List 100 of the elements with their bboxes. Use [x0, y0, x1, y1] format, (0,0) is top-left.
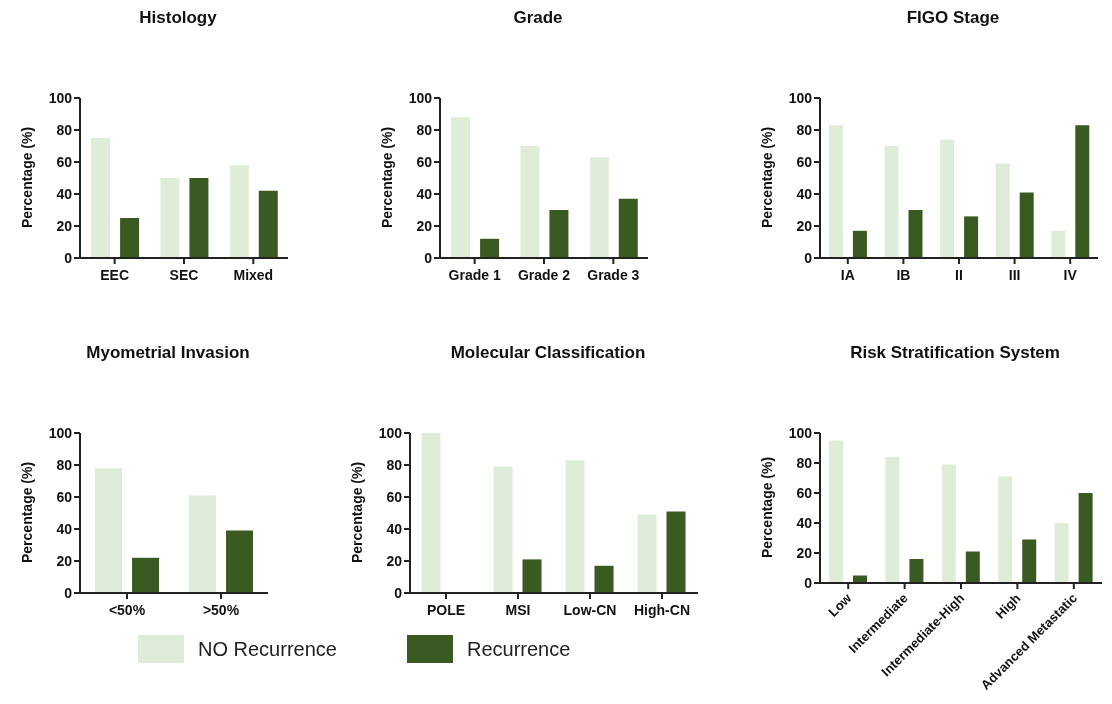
bar: [637, 514, 657, 593]
y-tick-label: 20: [56, 217, 73, 234]
bar: [229, 165, 249, 258]
bar: [1022, 539, 1037, 583]
y-tick-label: 20: [796, 544, 813, 561]
y-tick-label: 40: [386, 520, 403, 537]
chart-title: Histology: [138, 8, 218, 29]
y-tick-label: 40: [796, 514, 813, 531]
bar: [421, 433, 441, 593]
bar: [998, 476, 1013, 583]
x-tick-label: MSI: [505, 602, 531, 618]
y-tick-label: 0: [394, 584, 403, 601]
bar: [589, 157, 609, 258]
x-tick-label: IV: [1063, 267, 1078, 283]
y-tick-label: 40: [56, 520, 73, 537]
bar: [908, 210, 923, 258]
y-tick-label: 100: [378, 424, 403, 441]
x-tick-label: III: [1008, 267, 1021, 283]
x-tick-label: IB: [896, 267, 911, 283]
y-tick-label: 100: [408, 89, 433, 106]
y-tick-label: 20: [796, 217, 813, 234]
y-tick-label: 60: [416, 153, 433, 170]
y-tick-label: 60: [56, 153, 73, 170]
bar: [120, 218, 140, 258]
y-tick-label: 0: [804, 249, 813, 266]
y-tick-label: 100: [788, 424, 813, 441]
bar: [565, 460, 585, 593]
bar: [884, 146, 899, 258]
y-tick-label: 40: [796, 185, 813, 202]
bar: [852, 230, 867, 258]
y-tick-label: 80: [796, 454, 813, 471]
bar: [618, 198, 638, 258]
x-tick-label: Mixed: [233, 267, 274, 283]
bar: [885, 457, 900, 583]
legend-label: Recurrence: [466, 637, 571, 661]
y-axis-title: Percentage (%): [758, 126, 775, 228]
bar: [451, 117, 471, 258]
bar: [829, 440, 844, 583]
y-tick-label: 60: [796, 153, 813, 170]
bar: [549, 210, 569, 258]
chart-title: Grade: [512, 8, 564, 29]
y-tick-label: 0: [64, 249, 73, 266]
y-tick-label: 20: [56, 552, 73, 569]
bar: [941, 464, 956, 583]
y-tick-label: 60: [56, 488, 73, 505]
x-tick-label: >50%: [202, 602, 240, 618]
chart-title: FIGO Stage: [905, 8, 1001, 29]
y-tick-label: 40: [56, 185, 73, 202]
y-tick-label: 0: [804, 574, 813, 591]
bar: [995, 163, 1010, 258]
bar: [189, 495, 217, 593]
y-axis-title: Percentage (%): [758, 456, 775, 558]
bar: [940, 139, 955, 258]
y-tick-label: 60: [386, 488, 403, 505]
chart-title: Molecular Classification: [449, 343, 647, 364]
y-tick-label: 80: [796, 121, 813, 138]
y-axis-title: Percentage (%): [348, 461, 365, 563]
bar: [666, 511, 686, 593]
y-tick-label: 0: [424, 249, 433, 266]
bar: [189, 178, 209, 258]
y-tick-label: 100: [788, 89, 813, 106]
x-tick-label: II: [955, 267, 963, 283]
x-tick-label: Grade 2: [517, 267, 571, 283]
bar: [594, 565, 614, 593]
bar: [226, 530, 254, 593]
bar: [1019, 192, 1034, 258]
bar: [828, 125, 843, 258]
bar: [1054, 523, 1069, 583]
x-tick-label: Grade 3: [587, 267, 640, 283]
y-tick-label: 80: [56, 456, 73, 473]
x-tick-label: EEC: [100, 267, 130, 283]
bar: [95, 468, 123, 593]
bar: [1051, 230, 1066, 258]
x-tick-label: <50%: [108, 602, 146, 618]
x-tick-label: IA: [840, 267, 855, 283]
x-tick-label: High-CN: [634, 602, 690, 618]
y-tick-label: 20: [386, 552, 403, 569]
y-tick-label: 80: [386, 456, 403, 473]
x-tick-label: SEC: [169, 267, 199, 283]
bar: [965, 551, 980, 583]
y-axis-title: Percentage (%): [18, 461, 35, 563]
y-tick-label: 80: [56, 121, 73, 138]
bar: [964, 216, 979, 258]
bar: [160, 178, 180, 258]
x-tick-label: Low-CN: [563, 602, 617, 618]
y-tick-label: 40: [416, 185, 433, 202]
y-axis-title: Percentage (%): [18, 126, 35, 228]
legend-label: NO Recurrence: [198, 637, 337, 661]
bar: [522, 559, 542, 593]
chart-title: Risk Stratification System: [849, 343, 1061, 364]
bar: [480, 238, 500, 258]
x-tick-label: POLE: [426, 602, 466, 618]
y-tick-label: 20: [416, 217, 433, 234]
bar: [493, 466, 513, 593]
y-tick-label: 100: [48, 424, 73, 441]
bar: [1075, 125, 1090, 258]
y-tick-label: 60: [796, 484, 813, 501]
x-tick-label: Grade 1: [448, 267, 501, 283]
bar: [1078, 493, 1093, 583]
chart-title: Myometrial Invasion: [85, 343, 251, 364]
